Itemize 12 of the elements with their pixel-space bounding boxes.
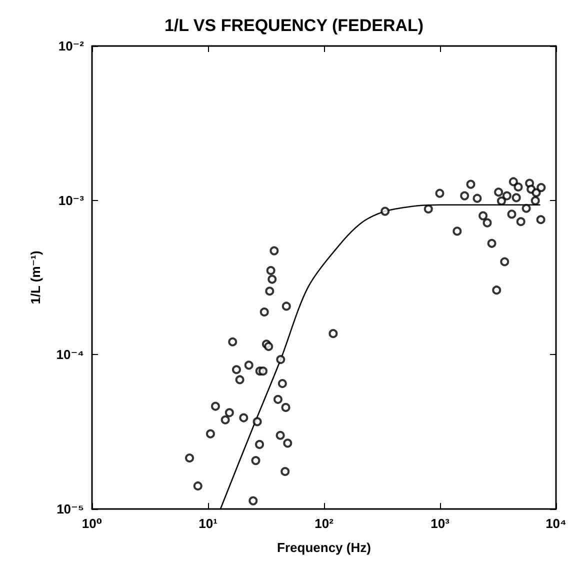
chart-title: 1/L VS FREQUENCY (FEDERAL) (164, 16, 424, 35)
y-axis-title: 1/L (m⁻¹) (28, 250, 43, 304)
x-tick-label: 10¹ (198, 516, 218, 531)
x-tick-label: 10⁴ (546, 516, 566, 531)
y-tick-label: 10⁻³ (58, 192, 85, 208)
x-tick-label: 10² (314, 516, 334, 531)
y-tick-label: 10⁻⁵ (56, 502, 84, 516)
x-axis-title: Frequency (Hz) (277, 540, 371, 555)
y-tick-label: 10⁻⁴ (56, 347, 84, 362)
y-tick-label: 10⁻² (58, 38, 85, 54)
x-tick-label: 10⁰ (82, 516, 102, 531)
x-tick-label: 10³ (430, 516, 450, 531)
